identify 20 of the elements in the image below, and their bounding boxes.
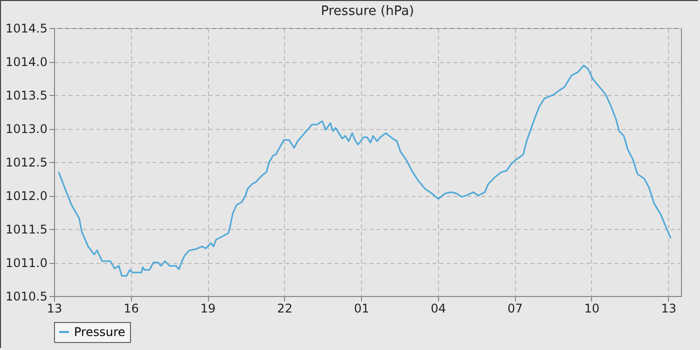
x-tick-label: 19 <box>200 302 216 316</box>
chart-title: Pressure (hPa) <box>320 4 414 19</box>
x-tick-label: 07 <box>508 302 523 316</box>
y-tick-label: 1012.5 <box>6 156 48 170</box>
y-tick-label: 1014.5 <box>6 22 48 36</box>
y-tick-label: 1013.0 <box>6 122 48 136</box>
y-tick-label: 1010.5 <box>6 290 48 304</box>
legend-label: Pressure <box>74 325 126 339</box>
x-tick-label: 04 <box>430 302 446 316</box>
x-tick-label: 22 <box>277 302 292 316</box>
y-tick-label: 1012.0 <box>6 189 48 203</box>
y-tick-label: 1011.0 <box>6 256 48 270</box>
x-tick-label: 13 <box>46 302 62 316</box>
x-tick-label: 16 <box>124 302 139 316</box>
x-tick-label: 10 <box>584 302 600 316</box>
x-tick-label: 01 <box>354 302 370 316</box>
x-tick-label: 13 <box>661 302 676 316</box>
y-tick-label: 1011.5 <box>6 222 48 236</box>
y-tick-label: 1013.5 <box>6 88 48 102</box>
y-tick-label: 1014.0 <box>6 55 48 69</box>
